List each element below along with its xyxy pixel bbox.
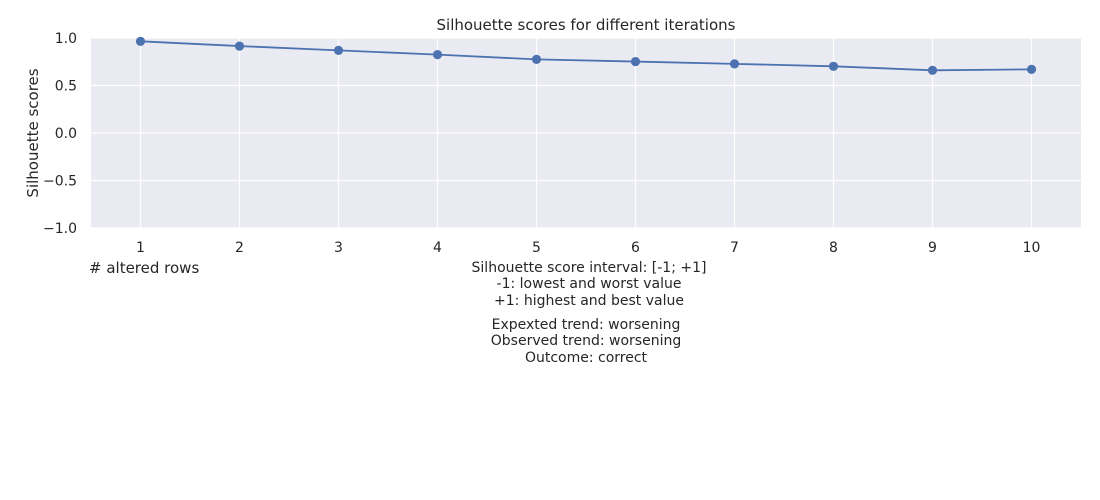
x-tick-label: 6 — [631, 240, 640, 256]
data-point — [729, 59, 740, 69]
data-point — [630, 56, 641, 67]
data-point — [828, 61, 839, 71]
x-tick-label: 2 — [235, 240, 244, 256]
data-point — [531, 54, 542, 64]
chart-title: Silhouette scores for different iteratio… — [437, 16, 736, 34]
y-tick-label: −1.0 — [43, 221, 77, 237]
series-line — [140, 40, 1032, 72]
trend-note-line: Expexted trend: worsening — [492, 317, 681, 333]
x-tick-label: 9 — [928, 240, 937, 256]
data-point — [234, 41, 245, 51]
interval-note-line: +1: highest and best value — [494, 293, 684, 309]
y-tick-label: 0.0 — [55, 126, 77, 142]
interval-note-line: Silhouette score interval: [-1; +1] — [472, 260, 707, 276]
y-tick-label: 1.0 — [55, 31, 77, 47]
series-layer — [135, 36, 1037, 75]
tick-labels: 1 2 3 4 5 6 7 8 9 10 1.0 0.5 0.0 −0.5 −1.0 — [43, 31, 1040, 256]
trend-note: Expexted trend: worsening Observed trend… — [491, 317, 681, 366]
x-tick-label: 10 — [1023, 240, 1041, 256]
x-tick-label: 7 — [730, 240, 739, 256]
trend-note-line: Observed trend: worsening — [491, 333, 681, 349]
y-tick-label: −0.5 — [43, 174, 77, 190]
x-tick-label: 8 — [829, 240, 838, 256]
x-tick-label: 4 — [433, 240, 442, 256]
x-tick-label: 3 — [334, 240, 343, 256]
interval-note: Silhouette score interval: [-1; +1] -1: … — [472, 260, 707, 309]
y-axis-label: Silhouette scores — [24, 68, 42, 197]
x-axis-label: # altered rows — [89, 259, 199, 277]
data-point — [927, 65, 938, 75]
data-point — [135, 36, 146, 46]
data-point — [432, 50, 443, 60]
data-point — [333, 45, 344, 55]
y-tick-label: 0.5 — [55, 79, 77, 95]
interval-note-line: -1: lowest and worst value — [497, 276, 682, 292]
data-point — [1026, 64, 1037, 74]
x-tick-label: 5 — [532, 240, 541, 256]
trend-note-line: Outcome: correct — [525, 350, 648, 366]
x-tick-label: 1 — [136, 240, 145, 256]
